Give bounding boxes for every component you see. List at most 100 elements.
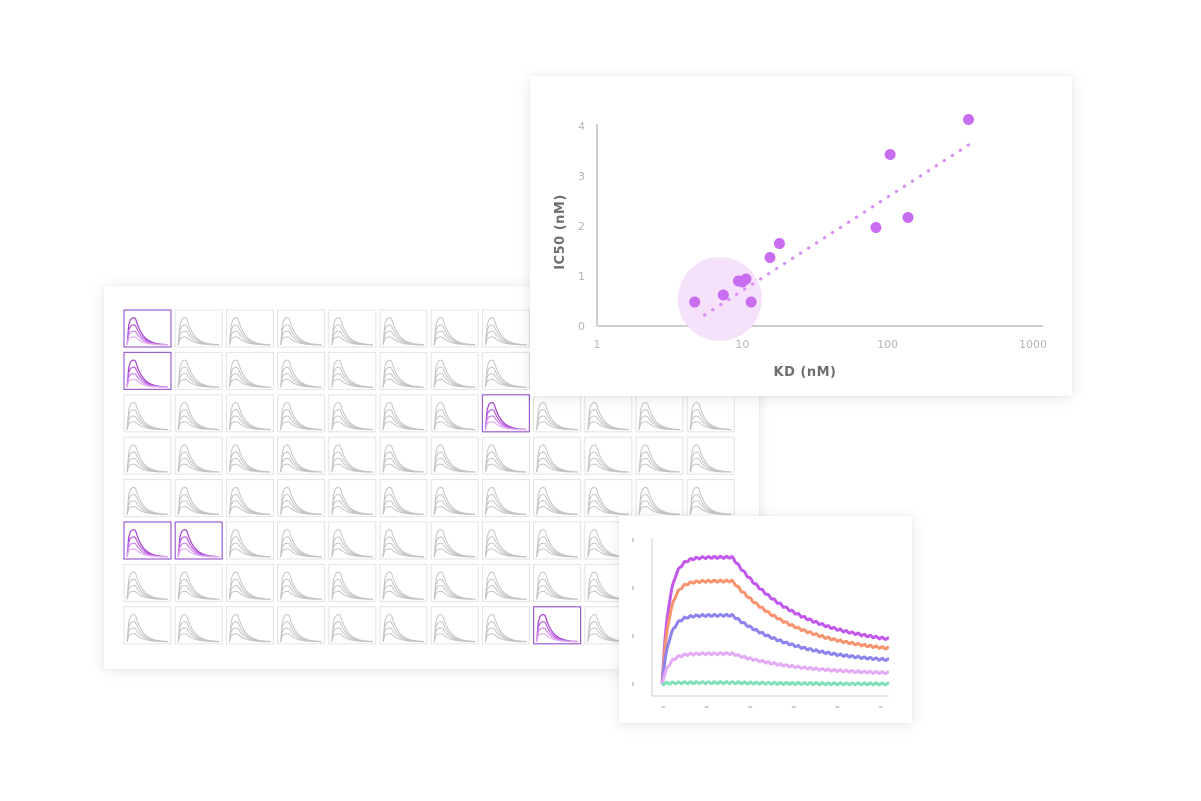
sensorgram-thumbnail [686, 394, 735, 433]
sensorgram-thumbnail [584, 479, 633, 518]
thumbnail-curve [280, 463, 322, 473]
y-tick-label: 1 [578, 270, 585, 283]
sensorgram-thumbnail [225, 521, 274, 560]
sensorgram-thumbnail [481, 479, 530, 518]
x-tick-label: 100 [877, 338, 898, 351]
sensorgram-thumbnail [686, 436, 735, 475]
thumbnail-curve [228, 548, 271, 558]
thumbnail-curve [638, 505, 680, 515]
sensorgram-thumbnail [174, 394, 223, 433]
sensorgram-thumbnail [481, 351, 530, 390]
thumbnail-curve [228, 421, 271, 431]
data-point [689, 296, 701, 308]
sensorgram-thumbnail [430, 563, 479, 602]
thumbnail-curve [280, 590, 322, 600]
data-point [717, 289, 729, 301]
sensorgram-thumbnail [328, 606, 377, 645]
thumbnail-curve [280, 336, 322, 346]
sensorgram-detail-panel [619, 516, 912, 723]
sensorgram-thumbnail [174, 436, 223, 475]
sensorgram-thumbnail [430, 521, 479, 560]
thumbnail-curve [433, 336, 476, 346]
sensorgram-thumbnail [123, 563, 172, 602]
thumbnail-curve [638, 463, 680, 473]
thumbnail-curve [536, 463, 578, 473]
sensorgram-thumbnail [533, 479, 582, 518]
thumbnail-curve [177, 633, 220, 643]
sensorgram-thumbnail [635, 436, 684, 475]
sensorgram-series-line [660, 578, 890, 685]
sensorgram-thumbnail [481, 309, 530, 348]
thumbnail-curve [536, 505, 578, 515]
thumbnail-curve [126, 336, 168, 346]
sensorgram-thumbnail [277, 606, 326, 645]
sensorgram-thumbnail [225, 351, 274, 390]
sensorgram-series-line [660, 651, 889, 685]
thumbnail-curve [433, 590, 476, 600]
data-point [963, 114, 975, 125]
thumbnail-curve [484, 590, 527, 600]
thumbnail-curve [484, 548, 527, 558]
thumbnail-curve [331, 505, 373, 515]
thumbnail-curve [331, 590, 373, 600]
thumbnail-curve [536, 590, 578, 600]
thumbnail-curve [587, 463, 629, 473]
sensorgram-series-line [660, 612, 890, 685]
scatter-plot-area [677, 114, 975, 341]
thumbnail-curve [382, 548, 424, 558]
sensorgram-thumbnail [379, 563, 428, 602]
thumbnail-curve [331, 463, 373, 473]
thumbnail-curve [433, 505, 476, 515]
thumbnail-curve [126, 633, 168, 643]
thumbnail-curve [484, 336, 527, 346]
sensorgram-series-line [660, 554, 890, 685]
sensorgram-thumbnail [123, 309, 172, 348]
thumbnail-curve [126, 421, 168, 431]
y-tick-label: 2 [578, 220, 585, 233]
sensorgram-thumbnail [379, 309, 428, 348]
sensorgram-thumbnail [277, 394, 326, 433]
thumbnail-curve [484, 378, 527, 388]
thumbnail-curve [228, 633, 271, 643]
sensorgram-thumbnail [533, 563, 582, 602]
sensorgram-thumbnail [430, 479, 479, 518]
sensorgram-thumbnail [174, 479, 223, 518]
sensorgram-thumbnail [123, 394, 172, 433]
sensorgram-thumbnail [533, 606, 582, 645]
thumbnail-curve [433, 421, 476, 431]
thumbnail-curve [177, 463, 220, 473]
sensorgram-thumbnail [379, 479, 428, 518]
sensorgram-thumbnail [430, 309, 479, 348]
data-point [902, 212, 914, 223]
thumbnail-curve [177, 421, 220, 431]
sensorgram-thumbnail [430, 436, 479, 475]
sensorgram-thumbnail [277, 521, 326, 560]
sensorgram-thumbnail [430, 606, 479, 645]
sensorgram-thumbnail [225, 606, 274, 645]
sensorgram-thumbnail [379, 606, 428, 645]
thumbnail-curve [280, 421, 322, 431]
thumbnail-curve [536, 421, 578, 431]
sensorgram-thumbnail [533, 521, 582, 560]
thumbnail-curve [177, 336, 220, 346]
thumbnail-curve [280, 633, 322, 643]
sensorgram-thumbnail [481, 606, 530, 645]
y-tick-label: 3 [578, 170, 585, 183]
y-tick-label: 4 [578, 120, 585, 133]
sensorgram-thumbnail [584, 394, 633, 433]
thumbnail-curve [382, 336, 424, 346]
sensorgram-thumbnail [174, 563, 223, 602]
thumbnail-curve [177, 590, 220, 600]
thumbnail-curve [689, 463, 732, 473]
thumbnail-curve [177, 505, 220, 515]
data-point [884, 149, 896, 160]
y-tick-labels: 0 1 2 3 4 [578, 120, 585, 333]
sensorgram-thumbnail [328, 394, 377, 433]
data-point [870, 222, 882, 233]
sensorgram-thumbnail [277, 309, 326, 348]
sensorgram-axes [632, 538, 889, 708]
sensorgram-thumbnail [328, 521, 377, 560]
thumbnail-curve [126, 505, 168, 515]
scatter-axes [596, 124, 1043, 327]
